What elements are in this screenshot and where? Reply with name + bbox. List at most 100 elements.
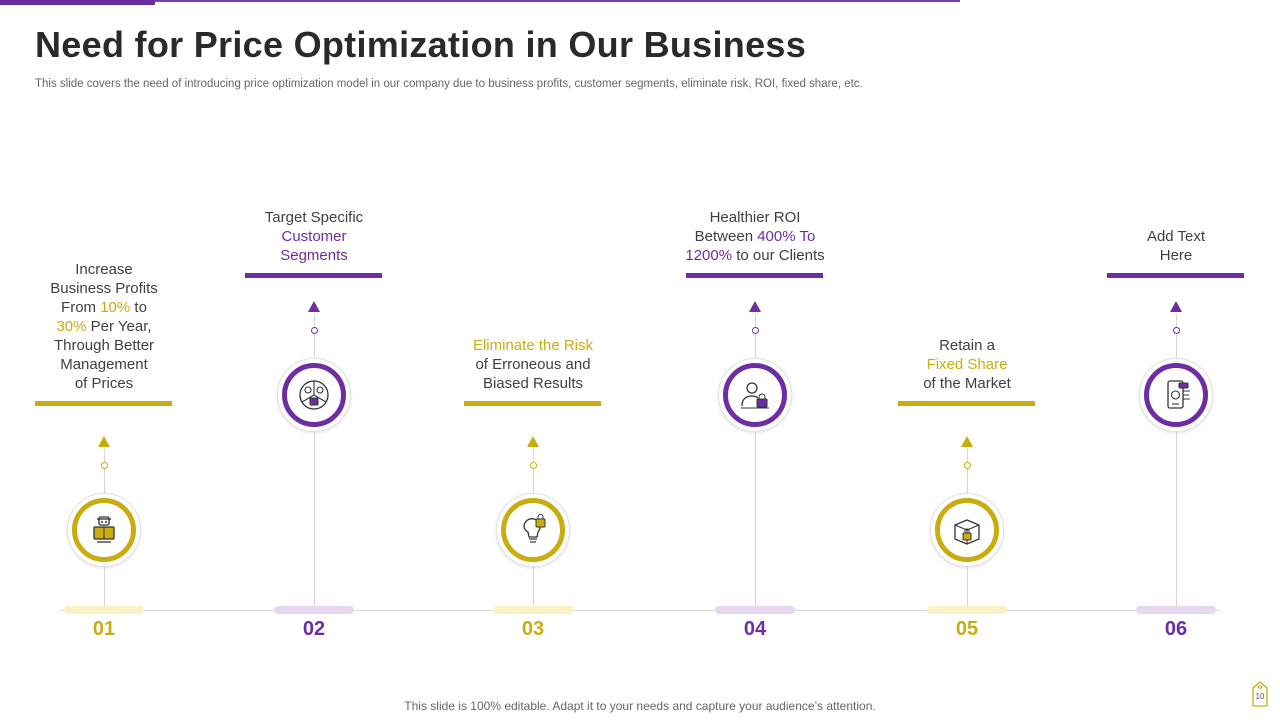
step-accent-bar (1107, 273, 1244, 278)
description-text: to (130, 299, 147, 316)
description-text: to our Clients (732, 247, 825, 264)
step-base-pill (64, 606, 144, 614)
step-number: 01 (92, 618, 116, 640)
step-icon-circle (930, 493, 1004, 567)
highlight-text: Customer (281, 228, 347, 245)
up-arrow-icon (308, 301, 320, 312)
description-text: Retain a (939, 337, 995, 354)
step-description-line: Business Profits (24, 279, 184, 298)
highlight-text: 30% (56, 318, 87, 335)
mobile-dashboard-icon (1167, 380, 1190, 409)
step-connector-line (755, 314, 756, 606)
step-number: 03 (521, 618, 545, 640)
customer-segments-icon (299, 380, 329, 410)
highlight-text: 1200% (685, 247, 733, 264)
description-text: Here (1159, 247, 1193, 264)
up-arrow-icon (98, 436, 110, 447)
step-description: Eliminate the Risk of Erroneous and Biased… (453, 336, 613, 393)
step-number: 04 (743, 618, 767, 640)
step-dot (1172, 327, 1180, 334)
up-arrow-icon (527, 436, 539, 447)
description-text: Management (60, 356, 148, 373)
step-number: 06 (1164, 618, 1188, 640)
description-text: of Prices (74, 375, 134, 392)
box-lock-icon (954, 519, 980, 545)
description-text: Between (694, 228, 758, 245)
step-number: 02 (302, 618, 326, 640)
up-arrow-icon (749, 301, 761, 312)
step-connector-line (314, 314, 315, 606)
step-accent-bar (898, 401, 1035, 406)
step-description: Healthier ROI Between 400% To 1200% to our… (675, 208, 835, 265)
top-accent-bar (0, 0, 155, 5)
step-description-line: Increase (24, 260, 184, 279)
timeline-baseline (60, 610, 1220, 611)
step-description: Target Specific Customer Segments (234, 208, 394, 265)
step-description-line: Fixed Share (887, 355, 1047, 374)
step-icon-circle (67, 493, 141, 567)
up-arrow-icon (961, 436, 973, 447)
lightbulb-lock-icon (523, 514, 546, 543)
step-description-line: Through Better (24, 336, 184, 355)
step-description-line: Target Specific (234, 208, 394, 227)
description-text: of Erroneous and (475, 356, 591, 373)
description-text: Through Better (53, 337, 155, 354)
step-number: 05 (955, 618, 979, 640)
step-description: Add Text Here (1096, 227, 1256, 265)
step-icon-circle (1139, 358, 1213, 432)
step-icon-circle (496, 493, 570, 567)
step-dot (751, 327, 759, 334)
step-accent-bar (35, 401, 172, 406)
step-icon-circle (718, 358, 792, 432)
step-icon-circle (277, 358, 351, 432)
step-description-line: Customer (234, 227, 394, 246)
robot-icon (93, 516, 115, 543)
step-base-pill (274, 606, 354, 614)
step-accent-bar (464, 401, 601, 406)
description-text: Increase (75, 261, 133, 278)
step-base-pill (493, 606, 573, 614)
person-lock-icon (741, 382, 769, 409)
description-text: Target Specific (264, 209, 364, 226)
step-base-pill (1136, 606, 1216, 614)
step-accent-bar (245, 273, 382, 278)
step-connector-line (1176, 314, 1177, 606)
step-dot (963, 462, 971, 469)
step-description: Increase Business Profits From 10% to 30% P… (24, 260, 184, 393)
description-text: Healthier ROI (709, 209, 801, 226)
highlight-text: Fixed Share (926, 356, 1008, 373)
description-text: Per Year, (86, 318, 152, 335)
step-description-line: 1200% to our Clients (675, 246, 835, 265)
step-description-line: Eliminate the Risk (453, 336, 613, 355)
description-text: Add Text (1146, 228, 1206, 245)
step-description-line: From 10% to (24, 298, 184, 317)
highlight-text: Segments (280, 247, 348, 264)
step-description-line: Between 400% To (675, 227, 835, 246)
step-base-pill (927, 606, 1007, 614)
highlight-text: 10% (100, 299, 131, 316)
highlight-text: 400% To (757, 228, 816, 245)
step-description-line: Add Text (1096, 227, 1256, 246)
step-description-line: Here (1096, 246, 1256, 265)
step-description-line: Retain a (887, 336, 1047, 355)
step-accent-bar (686, 273, 823, 278)
step-description-line: Healthier ROI (675, 208, 835, 227)
slide-footer: This slide is 100% editable. Adapt it to… (404, 699, 876, 713)
description-text: From (61, 299, 101, 316)
highlight-text: Eliminate the Risk (472, 337, 594, 354)
slide-title: Need for Price Optimization in Our Busin… (35, 24, 807, 65)
description-text: Biased Results (482, 375, 584, 392)
top-accent-line (155, 0, 960, 2)
up-arrow-icon (1170, 301, 1182, 312)
description-text: Business Profits (50, 280, 158, 297)
slide-subtitle: This slide covers the need of introducin… (35, 78, 863, 90)
step-description-line: Management (24, 355, 184, 374)
step-description-line: of Erroneous and (453, 355, 613, 374)
step-description-line: of the Market (887, 374, 1047, 393)
step-dot (100, 462, 108, 469)
step-base-pill (715, 606, 795, 614)
step-description: Retain a Fixed Share of the Market (887, 336, 1047, 393)
page-number: 10 (1255, 692, 1265, 701)
description-text: of the Market (923, 375, 1011, 392)
step-description-line: 30% Per Year, (24, 317, 184, 336)
